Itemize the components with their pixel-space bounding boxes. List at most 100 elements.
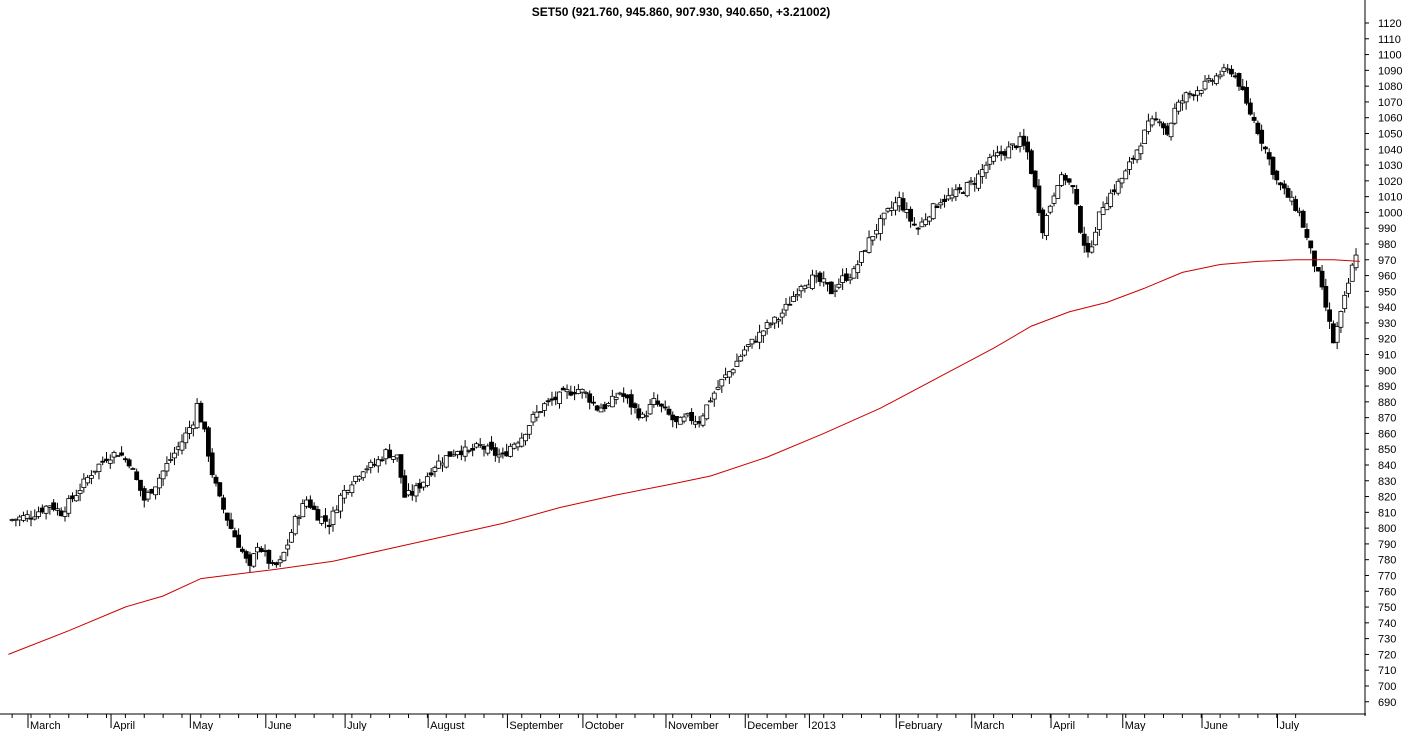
candle — [851, 265, 857, 279]
candle-body-down — [1300, 210, 1306, 228]
candle-body-up — [1051, 195, 1057, 204]
x-tick-label: July — [347, 720, 367, 731]
candle-body-up — [375, 459, 381, 467]
candle — [341, 485, 347, 504]
candle-body-down — [1247, 102, 1253, 115]
candle — [923, 213, 929, 227]
candle-body-up — [338, 494, 343, 512]
candle-body-down — [908, 208, 913, 222]
candle — [349, 481, 355, 497]
candle-body-up — [983, 164, 989, 174]
candle — [1263, 145, 1268, 154]
candle — [1308, 240, 1314, 254]
candle — [1255, 120, 1261, 136]
candle-body-up — [66, 498, 72, 514]
candle-body-down — [655, 400, 661, 405]
candle — [632, 402, 638, 414]
candle-body-up — [1010, 143, 1015, 146]
candle — [587, 390, 593, 410]
candle — [1349, 262, 1355, 282]
candle — [764, 319, 770, 335]
candle — [938, 198, 944, 209]
candle-body-up — [1172, 107, 1178, 124]
candle — [338, 492, 343, 519]
candle-body-down — [1308, 240, 1314, 249]
candle — [496, 448, 502, 463]
candle — [791, 291, 796, 303]
candle — [289, 529, 294, 543]
candle-body-up — [719, 378, 725, 387]
candle-body-up — [81, 478, 87, 488]
candle — [836, 278, 842, 290]
candle — [1183, 91, 1189, 110]
x-tick-label: 2013 — [811, 720, 835, 731]
candle-body-down — [492, 447, 498, 456]
candle — [711, 390, 717, 407]
candle-body-up — [289, 532, 294, 543]
candle — [855, 260, 861, 279]
candle-body-down — [489, 441, 494, 450]
candle — [156, 473, 162, 496]
x-tick-label: August — [430, 720, 464, 731]
candle — [900, 192, 906, 213]
x-tick-label: April — [1053, 720, 1075, 731]
candle-body-up — [55, 508, 60, 511]
candle-body-up — [557, 391, 562, 404]
candle-body-up — [424, 476, 430, 486]
candle-body-down — [1285, 188, 1291, 198]
candle — [715, 380, 721, 391]
candle — [209, 448, 215, 478]
candle — [122, 456, 128, 463]
candle-body-down — [315, 509, 321, 521]
candle — [470, 443, 476, 457]
candle — [794, 288, 800, 301]
candle-body-up — [477, 443, 483, 446]
y-tick-label: 730 — [1378, 634, 1396, 646]
candle-body-up — [1089, 246, 1095, 253]
candle — [206, 425, 211, 462]
candle — [745, 344, 751, 352]
candle-body-up — [726, 371, 732, 378]
candle-body-down — [1266, 152, 1272, 160]
x-tick-label: July — [1280, 720, 1300, 731]
candle-body-down — [1081, 233, 1087, 246]
candle-body-up — [85, 477, 91, 484]
candle-body-up — [1093, 231, 1098, 246]
candle-body-up — [1346, 282, 1351, 294]
candle — [360, 471, 366, 481]
candle-body-down — [1312, 250, 1317, 267]
candle-body-down — [628, 394, 634, 408]
moving-average-line — [8, 259, 1360, 655]
candle-body-up — [708, 400, 713, 403]
candle-body-up — [1334, 326, 1340, 343]
candle-body-down — [1293, 199, 1299, 211]
candle — [1074, 184, 1080, 206]
candle-body-up — [168, 459, 174, 461]
y-tick-label: 710 — [1378, 665, 1396, 677]
candle-body-down — [632, 403, 638, 408]
candle-body-down — [662, 406, 668, 409]
candle-body-up — [715, 386, 721, 390]
candle-body-down — [602, 404, 608, 410]
candle — [689, 408, 695, 425]
candle — [893, 196, 898, 216]
candle-body-up — [976, 173, 981, 189]
candle-body-down — [666, 408, 672, 415]
plot-area — [8, 63, 1360, 655]
y-tick-label: 1120 — [1378, 18, 1402, 30]
candle — [281, 551, 287, 562]
candle-body-down — [1066, 178, 1072, 183]
candle — [647, 399, 653, 415]
candle — [1044, 213, 1049, 241]
candle-body-down — [258, 548, 264, 552]
candle — [1176, 99, 1181, 115]
candle-body-up — [285, 544, 291, 550]
candle — [1195, 86, 1200, 102]
candle — [307, 495, 313, 510]
candle — [1259, 124, 1265, 152]
y-tick-label: 880 — [1378, 397, 1396, 409]
candle-body-up — [1119, 177, 1125, 184]
candle-body-up — [923, 219, 929, 225]
candle-body-down — [1062, 174, 1068, 181]
candle — [613, 392, 619, 405]
